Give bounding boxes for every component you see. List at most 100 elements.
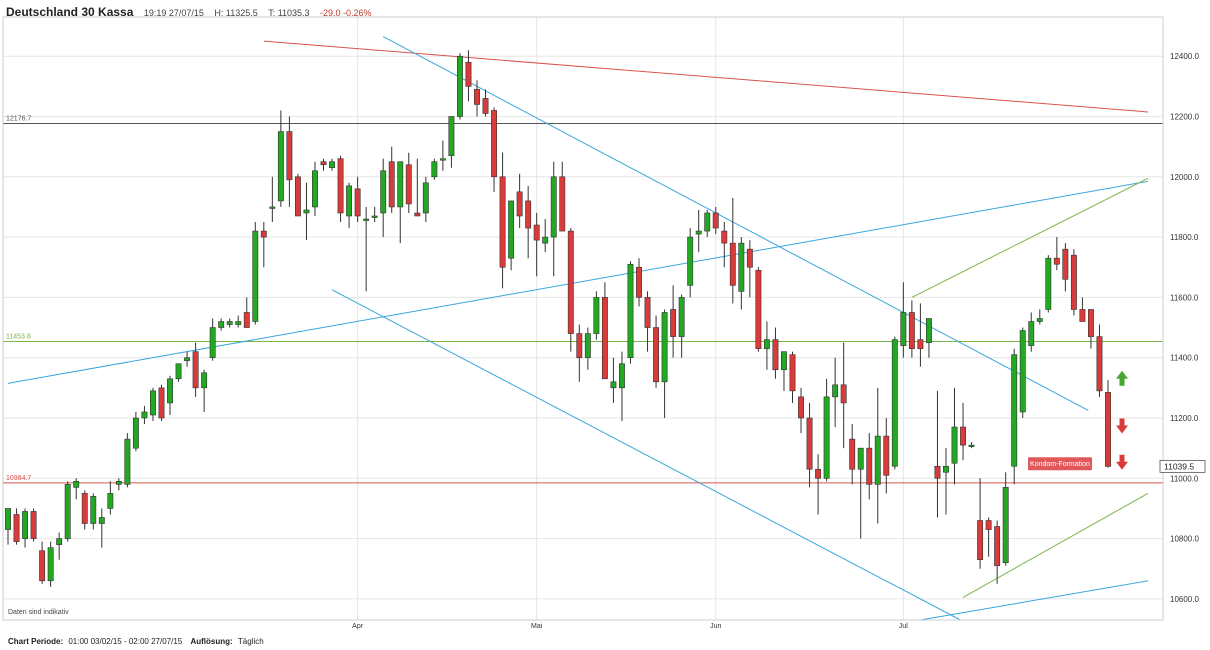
candle-down — [917, 339, 924, 349]
trendline — [331, 289, 961, 621]
candle-up — [1045, 257, 1052, 310]
candle-down — [576, 333, 583, 358]
candle-up — [456, 55, 463, 117]
candle-up — [448, 116, 455, 156]
y-tick-label: 12200.0 — [1170, 112, 1199, 121]
candle-down — [286, 131, 293, 181]
candle-up — [1019, 330, 1026, 413]
x-tick-label: Jul — [899, 623, 908, 630]
trendline — [962, 492, 1149, 598]
candle-down — [1079, 309, 1086, 322]
candle-down — [81, 493, 88, 524]
candle-up — [312, 170, 318, 208]
candle-down — [815, 468, 822, 479]
candle-down — [866, 447, 873, 485]
candle-up — [346, 185, 353, 217]
candle-up — [209, 327, 216, 358]
resolution-label: Auflösung: — [190, 637, 233, 646]
candle-up — [593, 297, 600, 334]
y-tick-label: 10600.0 — [1170, 595, 1199, 604]
candle-down — [653, 327, 660, 383]
trendline — [920, 580, 1149, 621]
candle-up — [150, 390, 156, 416]
y-tick-label: 11400.0 — [1170, 354, 1199, 363]
y-tick-label: 11000.0 — [1170, 474, 1199, 483]
candle-down — [294, 176, 301, 217]
candle-up — [951, 426, 958, 464]
candle-up — [687, 236, 694, 286]
candle-down — [474, 89, 480, 105]
candle-down — [883, 435, 890, 476]
last-price-label: 11039.5 — [1164, 461, 1194, 471]
candle-down — [260, 230, 267, 238]
period-label: Chart Periode: — [8, 637, 64, 646]
candle-down — [192, 351, 199, 389]
chart-footer: Chart Periode: 01:00 03/02/15 - 02:00 27… — [8, 637, 264, 646]
candles — [5, 50, 1111, 587]
grid-layer — [3, 17, 1163, 620]
candle-up — [832, 384, 839, 398]
y-tick-label: 12400.0 — [1170, 52, 1199, 61]
level-label: 10984.7 — [6, 475, 31, 482]
x-tick-label: Apr — [352, 623, 364, 630]
candle-up — [763, 339, 770, 349]
candle-up — [891, 339, 898, 467]
candle-up — [363, 218, 370, 221]
candle-up — [226, 321, 233, 325]
candle-down — [789, 354, 796, 392]
candle-down — [158, 387, 165, 419]
candle-up — [925, 318, 932, 343]
candle-up — [141, 411, 148, 419]
level-label: 11453.8 — [6, 333, 31, 340]
candle-down — [39, 550, 46, 582]
candle-up — [1036, 318, 1043, 322]
trendline — [263, 40, 1149, 113]
resolution-value: Täglich — [237, 637, 264, 646]
candle-down — [354, 188, 361, 217]
candle-up — [277, 131, 284, 202]
candle-down — [337, 158, 344, 214]
candle-down — [601, 297, 608, 380]
candle-up — [175, 363, 182, 380]
candle-up — [329, 161, 335, 169]
candle-down — [243, 312, 250, 328]
chart-header: Deutschland 30 Kassa 19:19 27/07/15 H: 1… — [6, 3, 372, 19]
candle-up — [943, 465, 949, 473]
candle-up — [397, 161, 404, 208]
y-tick-label: 10800.0 — [1170, 535, 1199, 544]
x-tick-label: Mai — [531, 623, 543, 630]
candle-up — [201, 372, 208, 389]
candle-up — [900, 312, 907, 346]
candle-up — [167, 378, 173, 404]
candle-up — [252, 230, 259, 322]
plot-frame — [2, 16, 1164, 621]
level-lines: 12176.7 11453.8 10984.7 — [3, 116, 1163, 484]
candle-up — [22, 511, 28, 539]
candle-down — [977, 520, 984, 561]
candle-down — [1088, 309, 1094, 337]
candle-down — [934, 465, 941, 479]
candle-up — [132, 417, 139, 449]
candle-down — [525, 200, 532, 229]
annotation-text: Kondom-Formation — [1030, 461, 1090, 468]
candle-up — [269, 206, 276, 209]
candle-up — [584, 333, 591, 358]
candle-up — [98, 517, 105, 524]
candle-up — [678, 297, 685, 337]
candle-up — [439, 158, 446, 161]
annotation-box — [1028, 457, 1092, 471]
candle-up — [550, 176, 557, 238]
quote-high: H: 11325.5 — [214, 8, 258, 18]
candle-up — [661, 312, 668, 383]
candle-up — [738, 242, 745, 292]
candle-down — [644, 297, 651, 328]
arrow-down-icon — [1116, 418, 1128, 434]
level-label: 12176.7 — [6, 116, 31, 123]
quote-change: -29.0 -0.26% — [320, 8, 372, 18]
candle-up — [422, 182, 429, 214]
candle-up — [857, 447, 864, 470]
candle-down — [30, 511, 37, 539]
candle-down — [320, 161, 327, 166]
candle-down — [1070, 254, 1077, 310]
candle-down — [840, 384, 847, 404]
